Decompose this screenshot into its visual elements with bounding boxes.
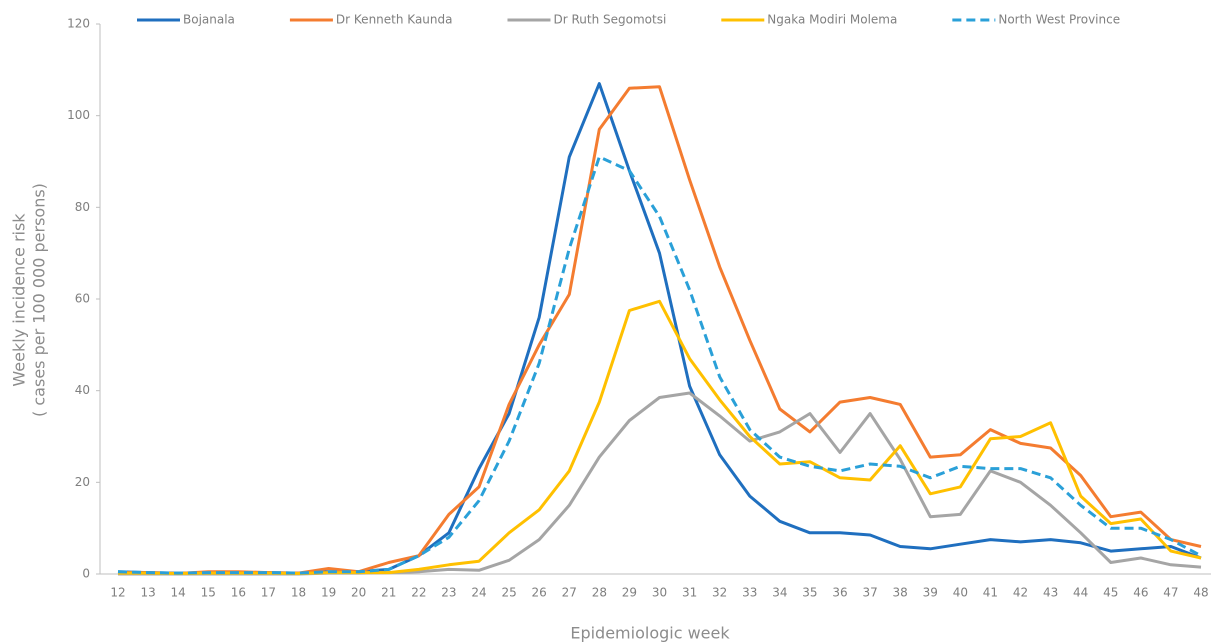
x-tick-label: 32 (712, 586, 727, 600)
y-tick-label: 100 (67, 108, 90, 122)
series-line (118, 391, 1202, 576)
series-line (118, 299, 1202, 575)
y-tick-label: 80 (75, 200, 90, 214)
x-tick-label: 27 (562, 586, 577, 600)
series-line (118, 85, 1202, 575)
x-tick-label: 45 (1103, 586, 1118, 600)
x-tick-label: 41 (983, 586, 998, 600)
x-tick-label: 38 (893, 586, 908, 600)
y-axis-title: Weekly incidence risk (10, 213, 29, 387)
x-tick-label: 30 (652, 586, 667, 600)
y-tick-label: 120 (67, 17, 90, 31)
x-tick-label: 22 (411, 586, 426, 600)
x-tick-label: 46 (1133, 586, 1148, 600)
x-tick-label: 34 (772, 586, 787, 600)
x-tick-label: 24 (471, 586, 486, 600)
x-tick-label: 33 (742, 586, 757, 600)
x-tick-label: 23 (441, 586, 456, 600)
y-tick-label: 60 (75, 292, 90, 306)
series-line (117, 155, 1202, 575)
y-axis-title: ( cases per 100 000 persons) (30, 183, 49, 417)
x-tick-label: 48 (1193, 586, 1208, 600)
x-tick-label: 31 (682, 586, 697, 600)
x-tick-label: 26 (532, 586, 547, 600)
x-axis-title: Epidemiologic week (570, 624, 730, 642)
x-tick-label: 15 (201, 586, 216, 600)
x-tick-label: 44 (1073, 586, 1088, 600)
legend-label: Ngaka Modiri Molema (767, 13, 897, 27)
legend-label: Dr Ruth Segomotsi (553, 13, 666, 27)
x-tick-label: 17 (261, 586, 276, 600)
x-tick-label: 47 (1163, 586, 1178, 600)
x-tick-label: 20 (351, 586, 366, 600)
x-tick-label: 19 (321, 586, 336, 600)
x-tick-label: 29 (622, 586, 637, 600)
x-tick-label: 36 (832, 586, 847, 600)
x-tick-label: 39 (923, 586, 938, 600)
x-tick-label: 40 (953, 586, 968, 600)
series-line (117, 82, 1202, 575)
x-tick-label: 14 (171, 586, 186, 600)
legend-label: Dr Kenneth Kaunda (336, 13, 453, 27)
x-tick-label: 12 (110, 586, 125, 600)
x-tick-label: 13 (140, 586, 155, 600)
x-tick-label: 16 (231, 586, 246, 600)
x-tick-label: 43 (1043, 586, 1058, 600)
legend-label: Bojanala (183, 13, 235, 27)
x-tick-label: 42 (1013, 586, 1028, 600)
legend-label: North West Province (998, 13, 1120, 27)
x-tick-label: 35 (802, 586, 817, 600)
y-tick-label: 40 (75, 383, 90, 397)
y-tick-label: 20 (75, 475, 90, 489)
x-tick-label: 18 (291, 586, 306, 600)
x-tick-label: 25 (501, 586, 516, 600)
y-tick-label: 0 (82, 567, 90, 581)
x-tick-label: 28 (592, 586, 607, 600)
x-tick-label: 37 (862, 586, 877, 600)
x-tick-label: 21 (381, 586, 396, 600)
